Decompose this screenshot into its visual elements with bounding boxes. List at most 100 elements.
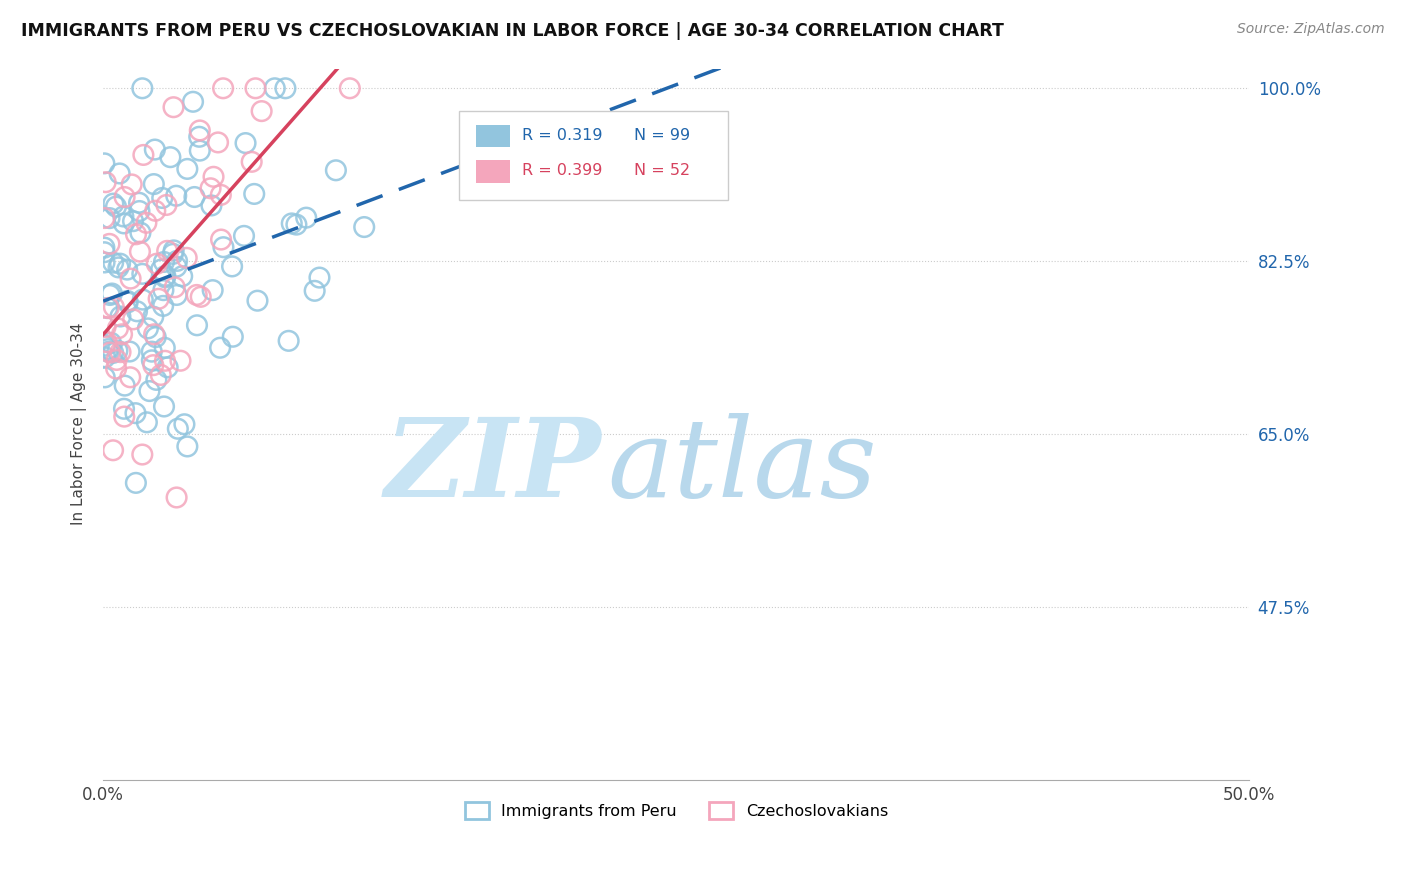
Immigrants from Peru xyxy=(150,262,173,277)
Immigrants from Peru xyxy=(103,196,125,211)
Czechoslovakians xyxy=(200,181,222,195)
Immigrants from Peru xyxy=(188,129,211,144)
Czechoslovakians xyxy=(148,292,170,306)
Czechoslovakians xyxy=(96,335,118,350)
Immigrants from Peru xyxy=(295,211,318,225)
Immigrants from Peru xyxy=(142,177,165,191)
Immigrants from Peru xyxy=(200,198,222,212)
Immigrants from Peru xyxy=(93,245,115,260)
Immigrants from Peru xyxy=(152,283,174,297)
Text: IMMIGRANTS FROM PERU VS CZECHOSLOVAKIAN IN LABOR FORCE | AGE 30-34 CORRELATION C: IMMIGRANTS FROM PERU VS CZECHOSLOVAKIAN … xyxy=(21,22,1004,40)
Immigrants from Peru xyxy=(118,344,141,359)
FancyBboxPatch shape xyxy=(475,161,510,183)
Immigrants from Peru xyxy=(124,406,146,420)
Czechoslovakians xyxy=(105,361,128,376)
Czechoslovakians xyxy=(162,100,184,114)
Immigrants from Peru xyxy=(108,257,131,271)
Immigrants from Peru xyxy=(181,95,204,109)
Czechoslovakians xyxy=(209,233,232,247)
Immigrants from Peru xyxy=(132,293,155,307)
Immigrants from Peru xyxy=(141,344,163,359)
Immigrants from Peru xyxy=(122,214,145,228)
Czechoslovakians xyxy=(97,301,120,315)
Immigrants from Peru xyxy=(150,191,173,205)
Czechoslovakians xyxy=(131,448,153,462)
Immigrants from Peru xyxy=(304,284,326,298)
Czechoslovakians xyxy=(202,169,225,184)
Immigrants from Peru xyxy=(114,378,136,392)
Immigrants from Peru xyxy=(131,267,153,281)
Czechoslovakians xyxy=(153,353,176,368)
Immigrants from Peru xyxy=(107,260,129,275)
Immigrants from Peru xyxy=(101,286,124,301)
Immigrants from Peru xyxy=(209,341,232,355)
Immigrants from Peru xyxy=(101,255,124,269)
Immigrants from Peru xyxy=(463,170,485,185)
Immigrants from Peru xyxy=(172,269,194,284)
Immigrants from Peru xyxy=(153,400,176,414)
Text: N = 52: N = 52 xyxy=(634,163,690,178)
Czechoslovakians xyxy=(120,370,142,384)
Immigrants from Peru xyxy=(153,255,176,269)
Immigrants from Peru xyxy=(131,81,153,95)
Immigrants from Peru xyxy=(222,330,245,344)
FancyBboxPatch shape xyxy=(475,125,510,147)
Czechoslovakians xyxy=(120,271,142,285)
Czechoslovakians xyxy=(339,81,361,95)
Text: R = 0.399: R = 0.399 xyxy=(522,163,602,178)
Czechoslovakians xyxy=(125,227,148,242)
Immigrants from Peru xyxy=(156,360,179,375)
Czechoslovakians xyxy=(101,443,124,458)
Immigrants from Peru xyxy=(145,373,167,387)
Immigrants from Peru xyxy=(153,270,176,285)
Czechoslovakians xyxy=(166,491,188,505)
Immigrants from Peru xyxy=(165,188,187,202)
Immigrants from Peru xyxy=(136,321,159,335)
Immigrants from Peru xyxy=(141,353,163,368)
Czechoslovakians xyxy=(112,409,135,424)
Immigrants from Peru xyxy=(101,346,124,360)
Immigrants from Peru xyxy=(308,270,330,285)
Immigrants from Peru xyxy=(173,417,195,432)
Immigrants from Peru xyxy=(112,210,135,224)
Immigrants from Peru xyxy=(325,163,347,178)
Czechoslovakians xyxy=(129,244,152,259)
Immigrants from Peru xyxy=(162,247,184,261)
Immigrants from Peru xyxy=(155,268,177,283)
Czechoslovakians xyxy=(163,280,186,294)
Czechoslovakians xyxy=(98,345,121,359)
Czechoslovakians xyxy=(93,211,115,225)
Immigrants from Peru xyxy=(128,204,150,219)
Immigrants from Peru xyxy=(188,144,211,158)
Czechoslovakians xyxy=(107,321,129,335)
Czechoslovakians xyxy=(207,136,229,150)
Czechoslovakians xyxy=(110,345,132,359)
Czechoslovakians xyxy=(132,148,155,162)
Immigrants from Peru xyxy=(107,343,129,358)
Immigrants from Peru xyxy=(135,415,157,429)
Immigrants from Peru xyxy=(125,304,148,318)
Immigrants from Peru xyxy=(110,310,132,324)
Immigrants from Peru xyxy=(246,293,269,308)
Immigrants from Peru xyxy=(100,335,122,350)
Immigrants from Peru xyxy=(166,422,188,436)
Immigrants from Peru xyxy=(243,186,266,201)
Immigrants from Peru xyxy=(166,288,188,302)
Czechoslovakians xyxy=(114,190,136,204)
Immigrants from Peru xyxy=(166,253,188,268)
Immigrants from Peru xyxy=(142,310,165,324)
Immigrants from Peru xyxy=(274,81,297,95)
Immigrants from Peru xyxy=(125,475,148,490)
Immigrants from Peru xyxy=(93,156,115,170)
Immigrants from Peru xyxy=(104,200,127,214)
Text: Source: ZipAtlas.com: Source: ZipAtlas.com xyxy=(1237,22,1385,37)
Text: R = 0.319: R = 0.319 xyxy=(522,128,602,143)
Immigrants from Peru xyxy=(221,260,243,274)
Text: N = 99: N = 99 xyxy=(634,128,690,143)
Immigrants from Peru xyxy=(201,283,224,297)
Immigrants from Peru xyxy=(145,330,167,344)
Czechoslovakians xyxy=(111,327,134,342)
Immigrants from Peru xyxy=(263,81,285,95)
Czechoslovakians xyxy=(121,178,143,192)
Immigrants from Peru xyxy=(93,370,115,384)
